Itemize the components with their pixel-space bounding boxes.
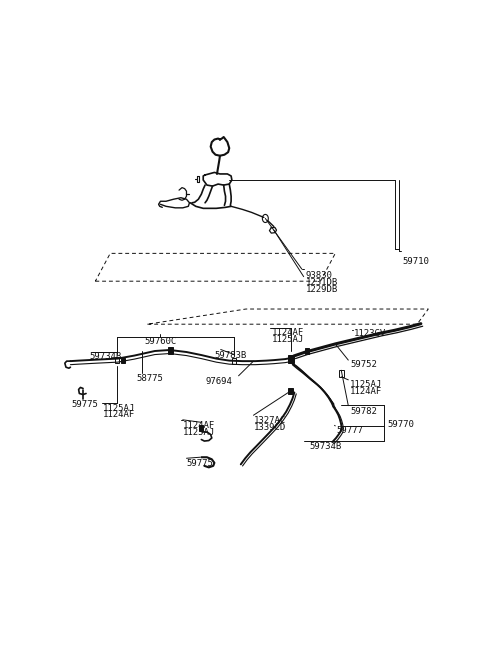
Text: 59782: 59782 bbox=[350, 407, 377, 416]
Text: 59775: 59775 bbox=[186, 459, 213, 468]
Bar bbox=[121, 357, 125, 363]
Text: 59783B: 59783B bbox=[215, 351, 247, 360]
Text: 1229DB: 1229DB bbox=[305, 284, 338, 294]
Bar bbox=[199, 425, 204, 431]
Text: 93830: 93830 bbox=[305, 271, 332, 280]
Text: 58775: 58775 bbox=[136, 374, 163, 383]
Text: 59775: 59775 bbox=[71, 400, 98, 409]
Text: 59770: 59770 bbox=[387, 420, 414, 429]
Bar bbox=[305, 348, 310, 354]
Text: 1125AJ: 1125AJ bbox=[350, 380, 383, 390]
Text: 1124AF: 1124AF bbox=[183, 421, 215, 430]
Text: 59777: 59777 bbox=[336, 426, 363, 436]
Text: 59734B: 59734B bbox=[90, 352, 122, 361]
Text: 1124AF: 1124AF bbox=[103, 410, 135, 419]
Text: 1231DB: 1231DB bbox=[305, 278, 338, 286]
Circle shape bbox=[263, 214, 268, 223]
Bar bbox=[288, 355, 294, 363]
Text: 1327AC: 1327AC bbox=[253, 417, 286, 425]
Text: 1339CD: 1339CD bbox=[253, 423, 286, 432]
Text: 59710: 59710 bbox=[402, 257, 429, 266]
Text: 1124AF: 1124AF bbox=[350, 387, 383, 396]
Bar bbox=[288, 388, 293, 394]
Text: 97694: 97694 bbox=[205, 377, 232, 386]
Text: 59752: 59752 bbox=[350, 360, 377, 369]
Text: 1125AJ: 1125AJ bbox=[103, 403, 135, 413]
Bar bbox=[168, 347, 173, 353]
Bar bbox=[232, 357, 236, 364]
Text: 59734B: 59734B bbox=[309, 442, 341, 451]
Bar bbox=[339, 370, 344, 376]
Text: 1123GV: 1123GV bbox=[354, 329, 386, 338]
Text: 1125AJ: 1125AJ bbox=[272, 335, 304, 344]
Text: 1124AF: 1124AF bbox=[272, 328, 304, 337]
Text: 1125AJ: 1125AJ bbox=[183, 428, 215, 437]
Text: 59760C: 59760C bbox=[144, 337, 177, 346]
Bar bbox=[115, 357, 119, 363]
